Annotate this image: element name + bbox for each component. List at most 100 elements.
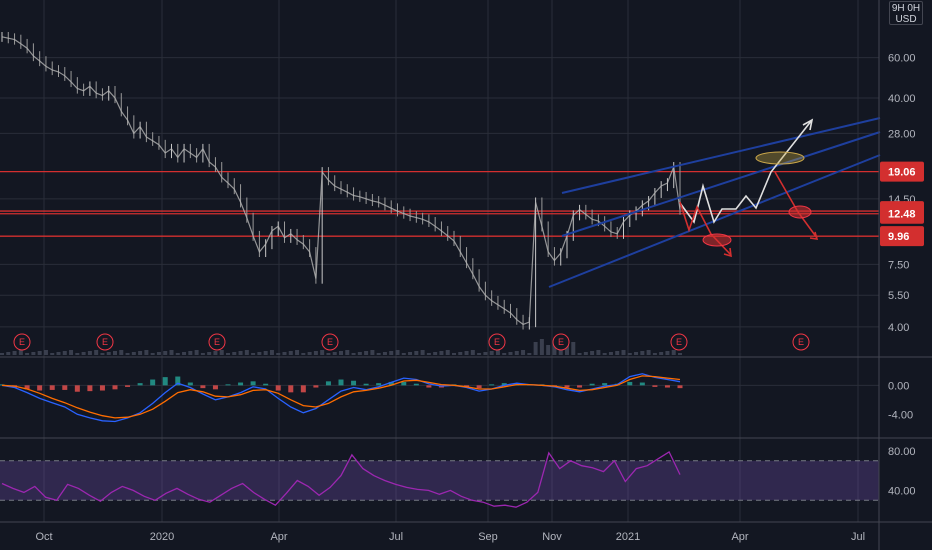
volume-bar [182,352,187,355]
time-tick-label: 2021 [616,531,640,543]
projection-path-up [679,119,813,224]
macd-histogram-bar [325,381,331,386]
macd-histogram-bar [664,385,670,388]
price-level-tag-label: 12.48 [888,209,916,221]
volume-bar [502,353,507,355]
macd-histogram-bar [62,385,68,390]
macd-histogram-bar [426,385,432,388]
time-tick-label: Jul [851,531,865,543]
volume-bar [301,353,306,355]
macd-histogram-bar [263,383,269,386]
price-level-tag [880,226,924,247]
volume-bar [678,353,682,355]
volume-bar [326,353,331,355]
volume-bar [508,352,513,355]
macd-histogram-bar [351,380,357,386]
volume-bar [470,350,475,355]
volume-bar [119,350,124,355]
volume-bar [414,351,419,355]
volume-bar [307,352,312,355]
volume-bar [420,350,425,355]
volume-bar [232,352,237,355]
volume-bar [87,351,92,355]
volume-bar [207,352,212,355]
volume-bar [18,350,23,355]
volume-bar [608,352,613,355]
chart-grid [0,0,879,522]
arrow-head-down [723,247,732,258]
volume-bar [200,353,205,355]
macd-pane [0,373,879,423]
arrow-head-up [802,118,814,131]
target-ellipse [788,205,812,219]
price-tick-label: 4.00 [888,322,909,334]
time-tick-label: Jul [389,531,403,543]
macd-histogram-bar [376,383,382,386]
volume-bar [552,342,557,355]
macd-histogram-bar [363,383,369,386]
macd-histogram-bar [476,385,482,389]
volume-bar [671,350,676,355]
volume-bar [238,351,243,355]
trend-drawings[interactable] [548,117,881,288]
volume-bar [364,351,369,355]
volume-bar [452,353,456,355]
volume-bar [288,351,293,355]
volume-bar [495,350,500,355]
volume-bar [100,353,105,355]
channel-upper-line [561,117,881,194]
rsi-line [1,450,681,508]
volume-bar [69,350,74,355]
time-tick-label: Nov [542,531,562,543]
volume-bar [351,353,356,355]
macd-histogram-bar [501,383,507,386]
volume-bar [75,353,80,355]
horizontal-price-lines[interactable] [0,171,879,237]
volume-bar [276,353,281,355]
volume-bar [401,353,406,355]
volume-bar [37,351,42,355]
price-tick-label: 28.00 [888,128,916,140]
time-tick-label: Oct [35,531,52,543]
channel-middle-line [561,131,881,237]
volume-bar [376,353,381,355]
volume-bar [521,350,526,355]
volume-bar [257,352,262,355]
volume-bar [483,352,488,355]
macd-histogram-bar [564,385,570,388]
macd-histogram-bar [288,385,294,393]
price-tick-label: 40.00 [888,93,916,105]
macd-histogram-bar [300,385,306,393]
volume-bar [295,350,300,355]
volume-bar [546,345,551,355]
volume-bar [395,350,400,355]
earnings-marker [552,333,570,351]
volume-bar [12,351,17,355]
currency-box[interactable]: 9H 0H USD [889,1,923,25]
macd-histogram-bar [137,383,143,386]
breakout-ellipse [755,151,805,165]
macd-histogram-bar [489,384,495,386]
price-level-tag [880,161,924,182]
currency-unit: USD [895,14,917,25]
target-ellipse [702,233,732,247]
macd-histogram-bar [677,385,683,389]
price-level-tag-label: 19.06 [888,167,916,179]
macd-histogram-bar [238,382,244,386]
volume-bar [138,351,143,355]
volume-bar [571,342,576,355]
macd-histogram-bar [99,385,105,391]
volume-bar [213,351,218,355]
volume-bar [590,351,595,355]
volume-bar [408,352,413,355]
macd-histogram-bar [49,385,55,390]
volume-bar [251,353,256,355]
volume-bar [357,352,362,355]
price-tick-label: 60.00 [888,53,916,65]
volume-bar [175,353,180,355]
earnings-marker-label: E [19,337,25,347]
rsi-tick-label: 80.00 [888,446,916,458]
